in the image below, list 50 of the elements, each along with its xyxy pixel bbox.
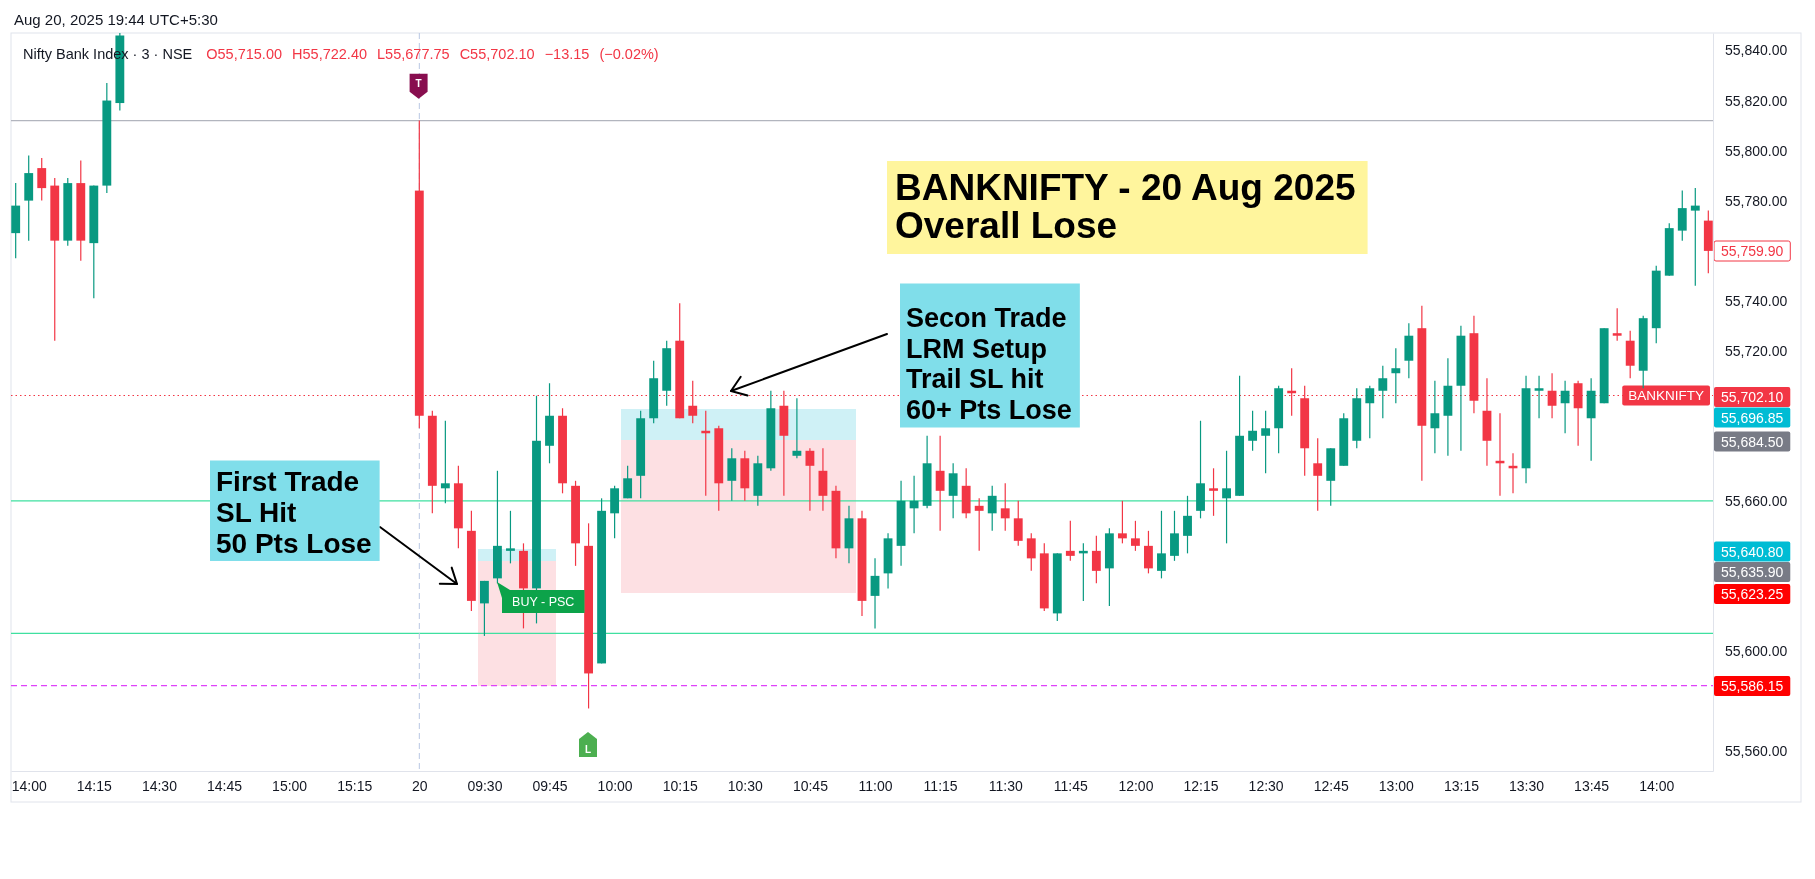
x-tick-label: 11:15: [923, 777, 958, 794]
x-tick-label: 12:30: [1248, 777, 1284, 794]
y-tick-label: 55,720.00: [1725, 342, 1788, 359]
x-tick-label: 09:45: [532, 777, 568, 794]
x-tick-label: 15:00: [272, 777, 308, 794]
y-tick-label: 55,840.00: [1725, 42, 1788, 59]
text: 55,623.25: [1721, 586, 1784, 602]
text: 55,640.80: [1721, 543, 1784, 560]
text: 55,696.85: [1721, 409, 1784, 426]
text: Aug 20, 2025 19:44 UTC+5:30: [14, 11, 218, 28]
y-tick-label: 55,660.00: [1725, 492, 1788, 509]
x-tick-label: 20: [412, 777, 428, 794]
x-tick-label: 13:30: [1509, 777, 1545, 794]
x-tick-label: 10:45: [792, 777, 829, 794]
x-tick-label: 10:00: [597, 777, 633, 794]
y-tick-label: 55,600.00: [1725, 642, 1788, 659]
text: 55,586.15: [1721, 678, 1784, 694]
ref-line-label: BANKNIFTY: [1628, 388, 1704, 404]
y-tick-label: 55,800.00: [1725, 142, 1788, 159]
annotation: BANKNIFTY - 20 Aug 2025 Overall Lose: [895, 167, 1366, 246]
x-tick-label: 14:30: [141, 777, 178, 794]
text: 55,702.10: [1721, 389, 1784, 405]
x-tick-label: 14:45: [206, 777, 243, 794]
x-tick-label: 11:00: [858, 777, 893, 794]
x-tick-label: 14:15: [76, 777, 113, 794]
x-tick-label: 10:15: [662, 777, 698, 794]
y-tick-label: 55,740.00: [1725, 292, 1788, 309]
annotation: L: [584, 743, 592, 755]
annotation: Secon Trade LRM Setup Trail SL hit 60+ Pts Lose: [906, 303, 1075, 425]
x-tick-label: 12:45: [1313, 777, 1349, 794]
x-tick-label: 12:15: [1183, 777, 1219, 794]
text: O55,715.00 H55,722.40 L55,677.75 C55,702.10 −13.15 (−0.02%): [206, 46, 659, 62]
x-tick-label: 09:30: [467, 777, 503, 794]
x-tick-label: 10:30: [727, 777, 764, 794]
text: 55,684.50: [1721, 433, 1784, 450]
x-tick-label: 13:15: [1443, 777, 1480, 794]
text: 55,635.90: [1721, 564, 1784, 580]
x-tick-label: 11:30: [988, 777, 1023, 794]
y-tick-label: 55,560.00: [1725, 742, 1788, 759]
x-tick-label: 14:00: [11, 777, 47, 794]
y-tick-label: 55,780.00: [1725, 192, 1788, 209]
x-tick-label: 14:00: [1639, 777, 1675, 794]
annotation: T: [415, 78, 422, 90]
y-tick-label: 55,820.00: [1725, 92, 1788, 109]
x-tick-label: 13:00: [1378, 777, 1415, 794]
x-tick-label: 12:00: [1118, 777, 1154, 794]
x-tick-label: 13:45: [1574, 777, 1610, 794]
x-tick-label: 15:15: [337, 777, 373, 794]
text: 55,759.90: [1721, 243, 1784, 259]
x-tick-label: 11:45: [1053, 777, 1089, 794]
